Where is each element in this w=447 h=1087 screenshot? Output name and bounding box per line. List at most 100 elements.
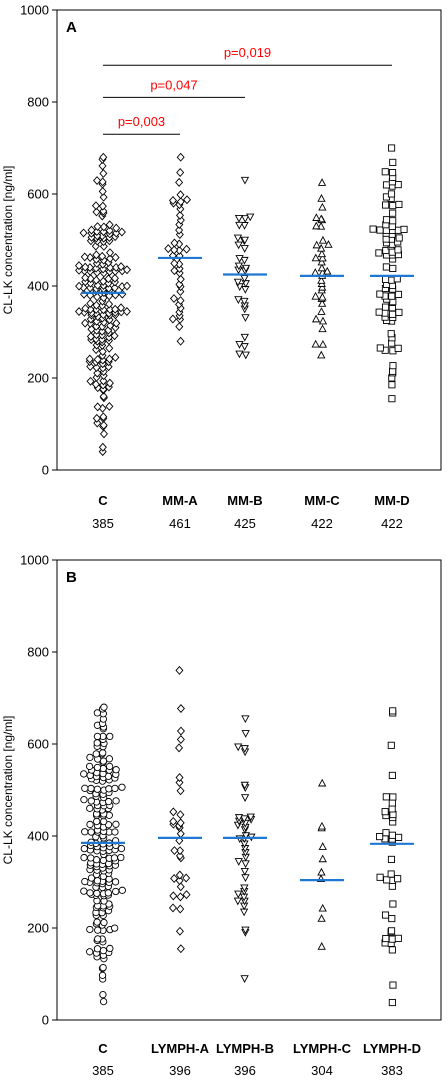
data-point [80,887,88,895]
median-value-label: 385 [92,516,114,531]
data-point [312,221,321,230]
data-point [175,870,184,880]
data-point [93,709,102,717]
data-point [94,935,102,943]
data-point [105,226,114,236]
series-mm-d [369,144,414,403]
data-point [169,294,178,304]
data-point [311,291,320,300]
data-point [234,296,243,304]
data-point [79,228,88,238]
data-point [240,745,249,753]
data-point [80,844,88,853]
data-point [105,220,114,230]
data-point [233,234,243,243]
data-point [122,281,132,291]
data-point [182,873,191,883]
data-point [369,225,377,233]
data-point [394,290,403,298]
panel-label: B [66,569,77,586]
series-lymph-d [370,707,414,1007]
data-point [389,793,397,801]
data-point [86,804,94,812]
chart-panel-b: 0 200 400 600 800 1000 CL-LK concentration [ng… [1,553,442,1078]
data-point [92,750,100,758]
data-point [318,299,327,307]
data-point [382,246,390,255]
data-point [168,251,177,261]
data-point [241,926,250,935]
data-point [182,244,191,254]
data-point [104,274,113,284]
data-point [92,330,101,340]
data-point [324,240,333,248]
data-point [388,395,396,403]
data-point [176,336,185,346]
data-point [382,181,391,189]
data-point [105,299,114,309]
data-point [99,192,108,202]
data-point [176,274,185,284]
data-point [100,918,108,927]
data-point [117,844,126,853]
data-point [317,867,326,876]
data-point [112,797,120,805]
data-point [318,253,327,262]
data-point [395,234,403,242]
data-point [170,258,179,268]
data-point [164,244,173,254]
data-point [312,213,321,221]
data-point [105,378,114,388]
data-point [93,267,102,277]
data-point [381,911,390,919]
data-point [311,339,320,348]
median-value-label: 304 [311,1063,333,1078]
data-point [86,314,95,324]
y-tick-label: 400 [27,829,49,844]
data-point [176,944,185,954]
data-point [382,829,390,837]
data-point [81,877,89,886]
data-point [74,261,84,271]
y-tick-label: 800 [27,95,49,110]
x-category-label: LYMPH-D [363,1041,421,1056]
data-point [176,287,185,297]
data-point [312,240,321,249]
data-point [100,703,108,711]
x-category-label: MM-D [374,493,409,508]
data-point [111,252,120,262]
data-point [175,743,184,753]
data-point [86,753,94,762]
data-point [106,321,115,331]
x-category-label: LYMPH-A [151,1041,210,1056]
data-point [80,289,89,299]
data-point [318,778,327,787]
data-point [91,379,100,389]
data-point [98,971,107,979]
y-tick-label: 1000 [20,3,49,18]
y-tick-label: 1000 [20,553,49,568]
series-lymph-b [223,715,267,983]
data-point [176,846,185,856]
data-point [176,726,185,736]
data-point [388,799,396,807]
data-point [388,882,396,890]
y-tick-label: 600 [27,737,49,752]
y-tick-label: 0 [42,463,49,478]
data-point [87,797,95,805]
median-value-label: 422 [311,516,333,531]
data-point [175,279,184,289]
data-point [240,343,249,351]
data-point [93,732,102,741]
data-point [387,855,396,863]
data-point [387,870,395,878]
data-point [318,854,327,863]
data-point [105,785,113,793]
data-point [176,204,185,214]
data-point [118,289,127,299]
data-point [122,307,131,316]
series-lymph-c [300,778,344,950]
data-point [170,238,179,248]
data-point [389,202,397,210]
data-point [169,816,178,826]
